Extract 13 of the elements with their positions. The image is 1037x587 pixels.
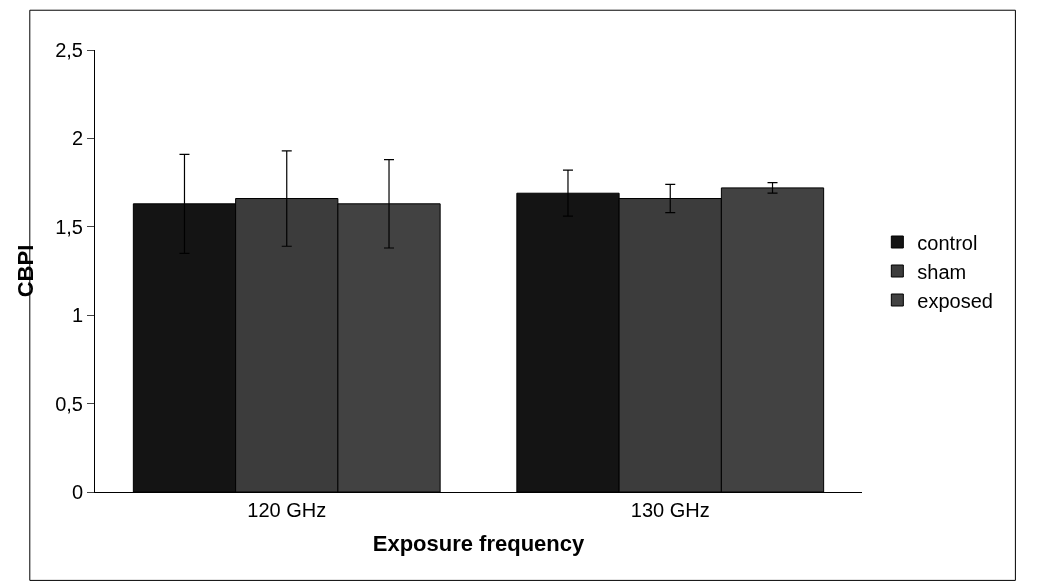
y-tick-label: 1 [71, 304, 83, 327]
legend-label: exposed [917, 289, 993, 312]
x-tick-label: 120 GHz [247, 499, 327, 521]
y-tick-label: 1,5 [55, 215, 83, 238]
y-tick-label: 0,5 [55, 392, 83, 415]
legend-label: sham [917, 260, 967, 283]
y-tick-label: 0 [71, 481, 83, 503]
y-tick-label: 2 [71, 127, 83, 150]
x-axis-title: Exposure frequency [372, 530, 586, 556]
y-tick-label: 2,5 [55, 39, 83, 61]
legend-label: control [917, 231, 978, 254]
x-tick-label: 130 GHz [630, 499, 710, 521]
y-axis-title: CBPI [12, 244, 38, 298]
